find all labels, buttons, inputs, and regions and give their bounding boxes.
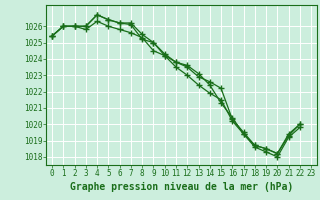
X-axis label: Graphe pression niveau de la mer (hPa): Graphe pression niveau de la mer (hPa) <box>70 182 293 192</box>
